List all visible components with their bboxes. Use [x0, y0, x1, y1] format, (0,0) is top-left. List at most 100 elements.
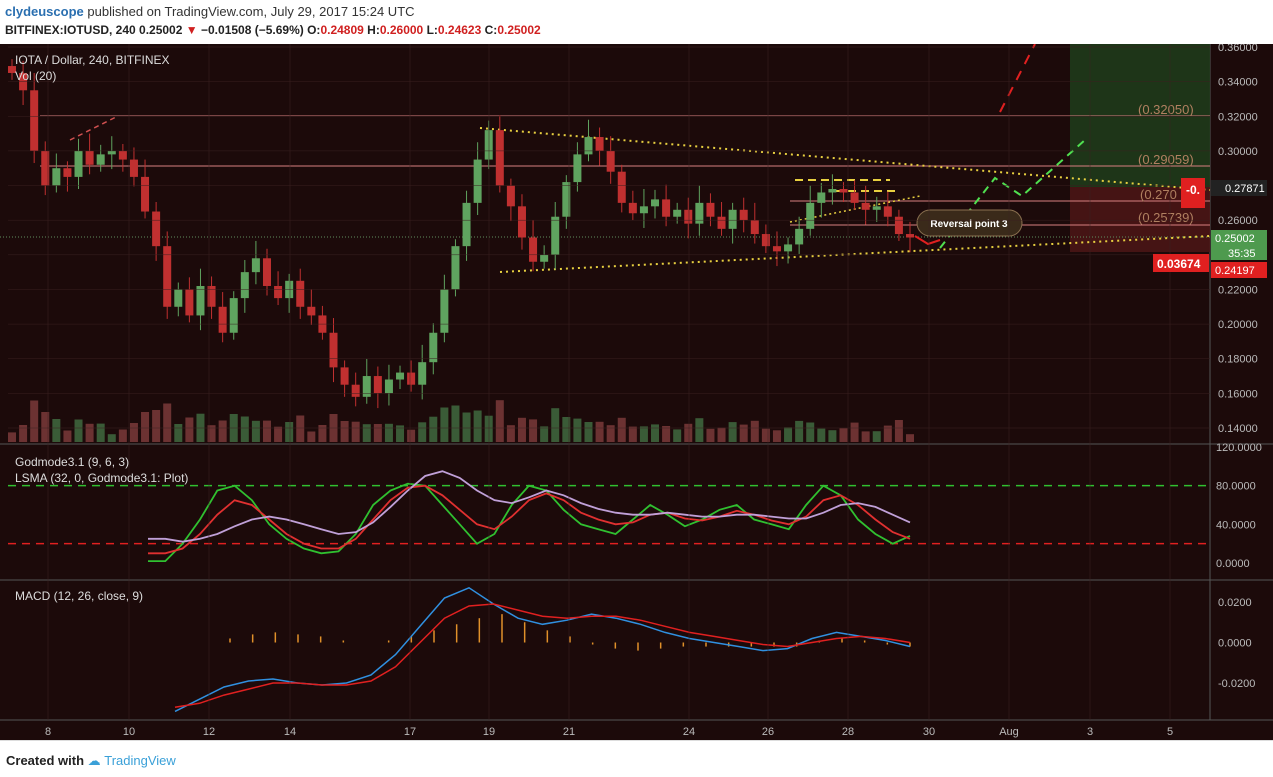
volume-bar [174, 424, 183, 442]
candle [307, 306, 316, 316]
godmode-tick-label: 40.0000 [1216, 519, 1256, 531]
volume-bar [739, 424, 748, 442]
volume-bar [529, 419, 538, 442]
volume-bar [362, 424, 371, 442]
low-value: 0.24623 [437, 23, 482, 37]
candle [728, 209, 737, 229]
candle [517, 206, 526, 238]
candle [152, 211, 161, 247]
close-value: 0.25002 [497, 23, 541, 37]
candle [706, 202, 715, 217]
candle [440, 289, 449, 333]
date-tick-label: 14 [284, 726, 296, 738]
volume-bar [784, 427, 793, 442]
macd-tick-label: -0.0200 [1218, 678, 1255, 690]
candle [8, 66, 16, 73]
macd-pane [174, 586, 911, 713]
date-tick-label: 12 [203, 726, 215, 738]
volume-bar [761, 428, 770, 442]
volume-bar [562, 417, 571, 442]
candle [872, 206, 881, 210]
candle [141, 176, 150, 212]
price-tick-label: 0.26000 [1218, 215, 1258, 227]
candle [529, 237, 538, 262]
stop-tag-text: -0. [1186, 183, 1200, 197]
candle [828, 189, 837, 193]
tradingview-logo-icon[interactable]: ☁ [87, 753, 101, 768]
candle [606, 150, 615, 172]
date-tick-label: 28 [842, 726, 854, 738]
macd-series-line [174, 603, 911, 709]
volume-bar [107, 434, 116, 442]
volume-bar [85, 423, 94, 442]
date-tick-label: 26 [762, 726, 774, 738]
volume-bar [850, 422, 859, 442]
price-axis[interactable] [1210, 44, 1273, 720]
tradingview-link[interactable]: TradingView [104, 753, 176, 768]
candle [662, 199, 671, 217]
price-tick-label: 0.34000 [1218, 77, 1258, 89]
volume-bar [451, 405, 460, 442]
high-value: 0.26000 [379, 23, 424, 37]
date-tick-label: 10 [123, 726, 135, 738]
reversal-bubble[interactable] [916, 209, 1023, 237]
price-tick-label: 0.16000 [1218, 388, 1258, 400]
volume-bars [8, 400, 914, 442]
volume-bar [717, 427, 726, 442]
volume-bar [584, 422, 593, 442]
chart-canvas[interactable]: Reversal point 3 (0.32050) (0.29059) (0.… [0, 44, 1273, 740]
level-annotation-4: (0.25739) [1138, 210, 1194, 225]
last-price: 0.25002 [139, 23, 183, 37]
godmode-series-line [148, 484, 911, 555]
candle [761, 234, 770, 247]
created-with-label: Created with [6, 753, 85, 768]
candle [883, 206, 892, 217]
godmode-series-line [148, 470, 911, 543]
volume-bar [639, 426, 648, 442]
candle [274, 285, 283, 299]
published-text: published on TradingView.com, July 29, 2… [87, 4, 415, 19]
volume-bar [673, 429, 682, 442]
volume-bar [750, 420, 759, 442]
chart-header: clydeuscope published on TradingView.com… [0, 0, 1273, 44]
date-tick-label: Aug [999, 726, 1019, 738]
candle [651, 199, 660, 207]
date-tick-label: 17 [404, 726, 416, 738]
volume-bar [429, 416, 438, 442]
low-tag [1211, 262, 1267, 278]
volume-bar [595, 421, 604, 442]
candle [407, 372, 416, 385]
price-change: −0.01508 (−5.69%) [201, 23, 304, 37]
candle [185, 289, 194, 316]
volume-bar [96, 423, 105, 442]
candle [695, 202, 704, 224]
volume-bar [695, 418, 704, 442]
candle [262, 258, 271, 286]
volume-bar [163, 403, 172, 442]
macd-tick-label: 0.0000 [1218, 638, 1252, 650]
tag-upper [1211, 180, 1267, 196]
upper-trendline[interactable] [479, 127, 1211, 191]
candle [229, 298, 238, 333]
candle [362, 376, 371, 397]
volume-bar [296, 415, 305, 442]
candle [739, 209, 748, 221]
volume-bar [894, 420, 903, 442]
candle [806, 202, 815, 229]
candle [817, 192, 826, 203]
candle [906, 234, 914, 238]
volume-bar [484, 415, 493, 442]
candle [795, 228, 804, 245]
date-tick-label: 5 [1167, 726, 1173, 738]
tag-upper-text: 0.27871 [1225, 183, 1265, 195]
lower-trendline[interactable] [499, 235, 1211, 273]
breakout-projection[interactable] [999, 44, 1036, 113]
publisher-name[interactable]: clydeuscope [5, 4, 84, 19]
volume-bar [772, 430, 781, 442]
candle [207, 285, 216, 307]
candle [506, 185, 515, 207]
godmode-tick-label: 80.0000 [1216, 481, 1256, 493]
volume-bar [418, 422, 427, 442]
volume-bar [517, 417, 526, 442]
godmode-series-line [148, 482, 911, 562]
